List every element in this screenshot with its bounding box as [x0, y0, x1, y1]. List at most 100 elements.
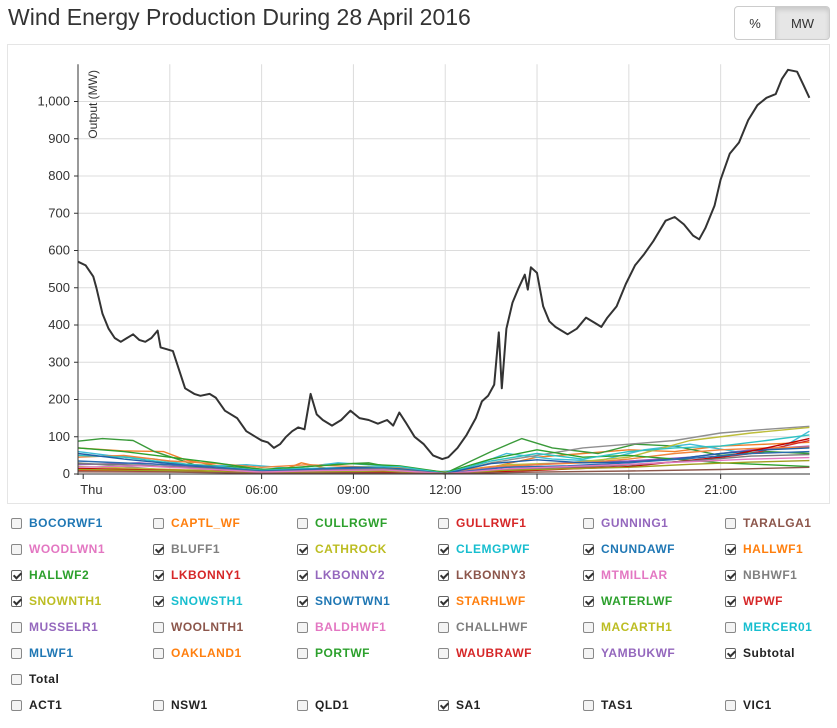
legend-checkbox[interactable]	[297, 517, 308, 529]
legend-item-snowtwn1[interactable]: SNOWTWN1	[297, 594, 390, 608]
legend-label: CULLRGWF	[315, 516, 388, 530]
legend-checkbox[interactable]	[11, 543, 22, 555]
legend-item-portwf[interactable]: PORTWF	[297, 646, 370, 660]
legend-checkbox[interactable]	[438, 517, 449, 529]
legend-checkbox[interactable]	[583, 595, 594, 607]
legend-checkbox[interactable]	[11, 595, 22, 607]
legend-checkbox[interactable]	[11, 569, 22, 581]
legend-checkbox[interactable]	[153, 699, 164, 711]
legend-item-waterlwf[interactable]: WATERLWF	[583, 594, 673, 608]
legend-item-cullrgwf[interactable]: CULLRGWF	[297, 516, 388, 530]
legend-checkbox[interactable]	[297, 699, 308, 711]
legend-item-nbhwf1[interactable]: NBHWF1	[725, 568, 797, 582]
legend-checkbox[interactable]	[583, 647, 594, 659]
legend-item-tas1[interactable]: TAS1	[583, 698, 633, 712]
legend-item-cnundawf[interactable]: CNUNDAWF	[583, 542, 675, 556]
legend-item-musselr1[interactable]: MUSSELR1	[11, 620, 98, 634]
legend-checkbox[interactable]	[583, 621, 594, 633]
chart-frame	[7, 44, 830, 504]
legend-item-starhlwf[interactable]: STARHLWF	[438, 594, 526, 608]
legend-checkbox[interactable]	[153, 621, 164, 633]
legend-item-bluff1[interactable]: BLUFF1	[153, 542, 220, 556]
legend-item-macarth1[interactable]: MACARTH1	[583, 620, 672, 634]
y-tick-label: 1,000	[37, 94, 70, 109]
legend-checkbox[interactable]	[725, 543, 736, 555]
legend-checkbox[interactable]	[583, 569, 594, 581]
legend-checkbox[interactable]	[11, 647, 22, 659]
legend-item-qld1[interactable]: QLD1	[297, 698, 349, 712]
legend-checkbox[interactable]	[153, 595, 164, 607]
legend-label: WATERLWF	[601, 594, 673, 608]
percent-button[interactable]: %	[734, 6, 776, 40]
legend-checkbox[interactable]	[438, 647, 449, 659]
legend-item-nsw1[interactable]: NSW1	[153, 698, 208, 712]
legend-item-wpwf[interactable]: WPWF	[725, 594, 783, 608]
legend-item-waubrawf[interactable]: WAUBRAWF	[438, 646, 532, 660]
legend-checkbox[interactable]	[583, 517, 594, 529]
legend-item-lkbonny2[interactable]: LKBONNY2	[297, 568, 385, 582]
legend-label: NSW1	[171, 698, 208, 712]
legend-checkbox[interactable]	[725, 595, 736, 607]
legend-item-woolnth1[interactable]: WOOLNTH1	[153, 620, 244, 634]
x-tick-label: 03:00	[154, 482, 187, 497]
legend-item-clemgpwf[interactable]: CLEMGPWF	[438, 542, 530, 556]
legend-checkbox[interactable]	[583, 543, 594, 555]
legend-checkbox[interactable]	[11, 699, 22, 711]
legend-label: CHALLHWF	[456, 620, 528, 634]
legend-item-taralga1[interactable]: TARALGA1	[725, 516, 811, 530]
legend-item-woodlwn1[interactable]: WOODLWN1	[11, 542, 105, 556]
legend-checkbox[interactable]	[153, 517, 164, 529]
legend-checkbox[interactable]	[725, 699, 736, 711]
legend-checkbox[interactable]	[583, 699, 594, 711]
legend-item-gunning1[interactable]: GUNNING1	[583, 516, 668, 530]
mw-button[interactable]: MW	[776, 6, 830, 40]
legend-item-total[interactable]: Total	[11, 672, 59, 686]
legend-checkbox[interactable]	[297, 569, 308, 581]
legend-checkbox[interactable]	[438, 621, 449, 633]
legend-item-lkbonny3[interactable]: LKBONNY3	[438, 568, 526, 582]
legend-item-hallwf1[interactable]: HALLWF1	[725, 542, 803, 556]
legend-item-act1[interactable]: ACT1	[11, 698, 62, 712]
legend-item-challhwf[interactable]: CHALLHWF	[438, 620, 528, 634]
legend-item-mlwf1[interactable]: MLWF1	[11, 646, 74, 660]
legend-label: WAUBRAWF	[456, 646, 532, 660]
legend-item-vic1[interactable]: VIC1	[725, 698, 772, 712]
legend-checkbox[interactable]	[11, 673, 22, 685]
legend-label: YAMBUKWF	[601, 646, 676, 660]
legend-item-cathrock[interactable]: CATHROCK	[297, 542, 387, 556]
legend-item-baldhwf1[interactable]: BALDHWF1	[297, 620, 386, 634]
legend-item-gullrwf1[interactable]: GULLRWF1	[438, 516, 526, 530]
legend-item-captl_wf[interactable]: CAPTL_WF	[153, 516, 240, 530]
legend-item-bocorwf1[interactable]: BOCORWF1	[11, 516, 103, 530]
legend-checkbox[interactable]	[297, 595, 308, 607]
legend-checkbox[interactable]	[153, 647, 164, 659]
legend-checkbox[interactable]	[438, 543, 449, 555]
legend-checkbox[interactable]	[725, 621, 736, 633]
legend-item-mtmillar[interactable]: MTMILLAR	[583, 568, 668, 582]
legend-item-lkbonny1[interactable]: LKBONNY1	[153, 568, 241, 582]
legend-item-snowsth1[interactable]: SNOWSTH1	[153, 594, 243, 608]
legend-checkbox[interactable]	[438, 569, 449, 581]
legend-item-oakland1[interactable]: OAKLAND1	[153, 646, 242, 660]
legend-checkbox[interactable]	[153, 569, 164, 581]
legend-checkbox[interactable]	[297, 543, 308, 555]
legend-label: OAKLAND1	[171, 646, 242, 660]
legend-checkbox[interactable]	[11, 517, 22, 529]
legend-checkbox[interactable]	[725, 569, 736, 581]
legend-label: VIC1	[743, 698, 772, 712]
legend-checkbox[interactable]	[725, 517, 736, 529]
legend-item-yambukwf[interactable]: YAMBUKWF	[583, 646, 675, 660]
legend-checkbox[interactable]	[725, 647, 736, 659]
y-tick-label: 200	[48, 392, 70, 407]
legend-item-mercer01[interactable]: MERCER01	[725, 620, 812, 634]
legend-checkbox[interactable]	[11, 621, 22, 633]
legend-checkbox[interactable]	[438, 699, 449, 711]
legend-item-snownth1[interactable]: SNOWNTH1	[11, 594, 102, 608]
legend-checkbox[interactable]	[153, 543, 164, 555]
legend-item-subtotal[interactable]: Subtotal	[725, 646, 795, 660]
legend-item-hallwf2[interactable]: HALLWF2	[11, 568, 89, 582]
legend-checkbox[interactable]	[297, 647, 308, 659]
legend-checkbox[interactable]	[438, 595, 449, 607]
legend-checkbox[interactable]	[297, 621, 308, 633]
legend-item-sa1[interactable]: SA1	[438, 698, 481, 712]
